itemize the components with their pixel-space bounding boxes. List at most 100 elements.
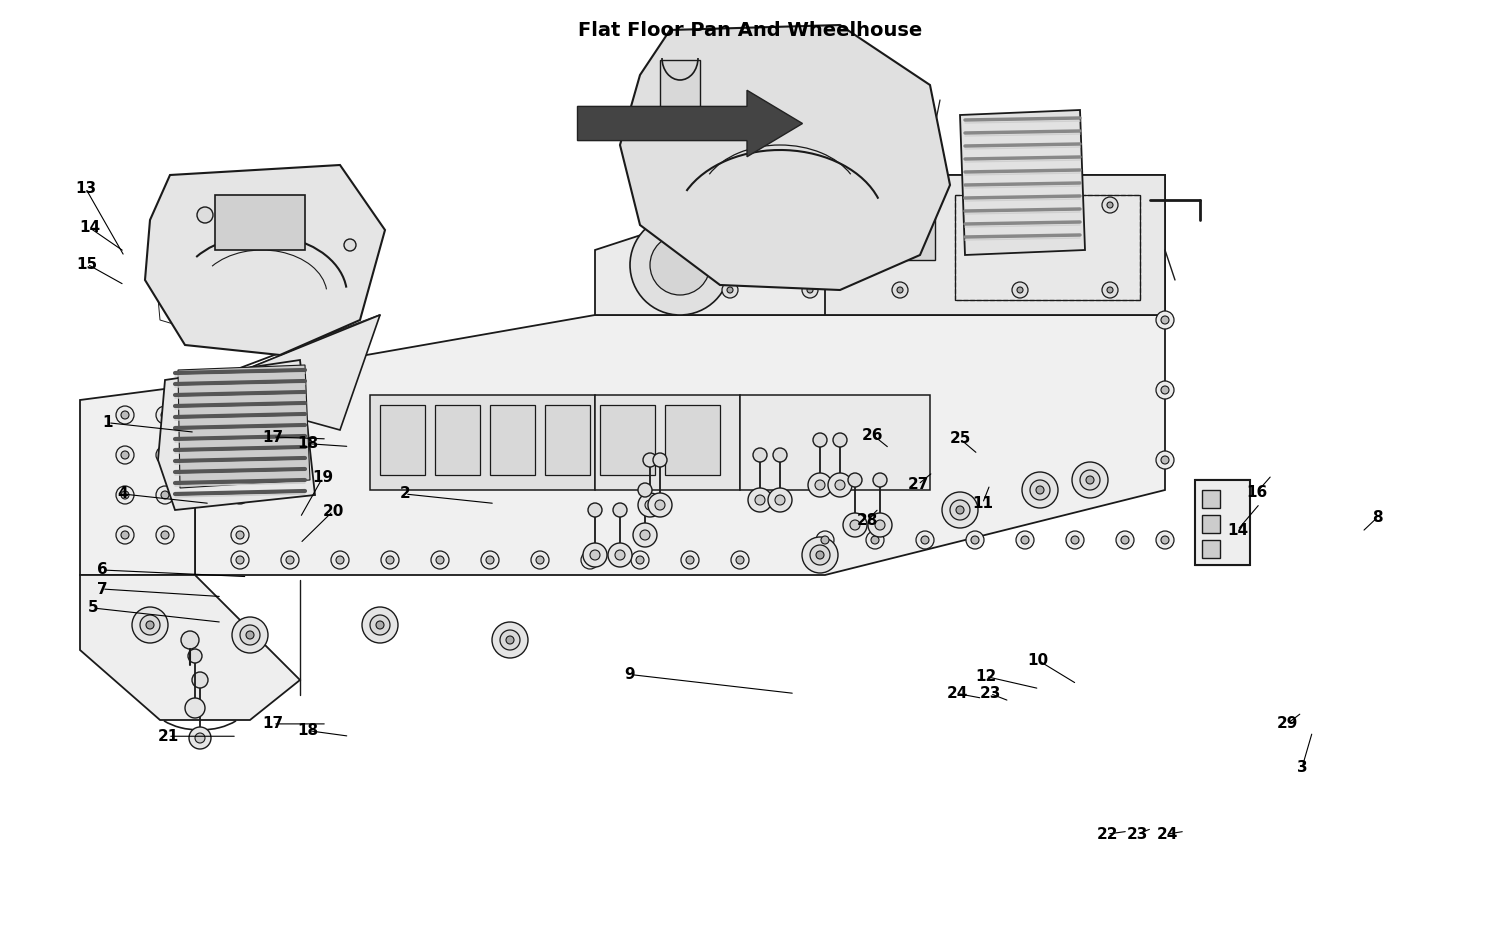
Circle shape xyxy=(686,556,694,564)
Text: 17: 17 xyxy=(262,429,284,445)
Text: 13: 13 xyxy=(75,180,96,196)
Text: 17: 17 xyxy=(262,716,284,732)
Text: 28: 28 xyxy=(856,513,877,528)
Text: 8: 8 xyxy=(1371,510,1383,525)
Circle shape xyxy=(836,480,844,490)
Circle shape xyxy=(815,480,825,490)
Circle shape xyxy=(231,526,249,544)
Circle shape xyxy=(122,531,129,539)
Circle shape xyxy=(482,551,500,569)
Text: 20: 20 xyxy=(322,504,344,519)
Circle shape xyxy=(768,488,792,512)
Circle shape xyxy=(730,551,748,569)
Circle shape xyxy=(833,433,848,447)
Text: 19: 19 xyxy=(312,470,333,485)
Text: 25: 25 xyxy=(950,431,970,446)
Circle shape xyxy=(956,506,964,514)
Circle shape xyxy=(648,493,672,517)
Polygon shape xyxy=(596,395,740,490)
Circle shape xyxy=(865,531,883,549)
Circle shape xyxy=(132,607,168,643)
Circle shape xyxy=(640,530,650,540)
Circle shape xyxy=(588,503,602,517)
Polygon shape xyxy=(596,175,1166,315)
Circle shape xyxy=(1080,470,1100,490)
Circle shape xyxy=(1086,476,1094,484)
Circle shape xyxy=(843,513,867,537)
Circle shape xyxy=(916,531,934,549)
Text: 2: 2 xyxy=(399,486,411,502)
Circle shape xyxy=(188,649,202,663)
Circle shape xyxy=(1161,316,1168,324)
Circle shape xyxy=(376,621,384,629)
Text: 3: 3 xyxy=(1296,760,1308,775)
Circle shape xyxy=(736,556,744,564)
Circle shape xyxy=(807,287,813,293)
Bar xyxy=(660,60,700,115)
Circle shape xyxy=(633,523,657,547)
Circle shape xyxy=(1107,202,1113,208)
Circle shape xyxy=(892,282,908,298)
Bar xyxy=(380,405,424,475)
Circle shape xyxy=(156,406,174,424)
Circle shape xyxy=(189,727,211,749)
Circle shape xyxy=(644,453,657,467)
Circle shape xyxy=(1116,531,1134,549)
Circle shape xyxy=(386,556,394,564)
Circle shape xyxy=(362,607,398,643)
Polygon shape xyxy=(825,175,1166,315)
Text: 14: 14 xyxy=(1227,522,1248,538)
Polygon shape xyxy=(158,360,315,510)
Polygon shape xyxy=(578,90,802,157)
Circle shape xyxy=(160,451,170,459)
Text: 23: 23 xyxy=(980,686,1000,701)
Circle shape xyxy=(536,556,544,564)
Bar xyxy=(214,195,304,250)
Text: 24: 24 xyxy=(946,686,968,701)
Circle shape xyxy=(1161,386,1168,394)
Text: 11: 11 xyxy=(972,496,993,511)
Bar xyxy=(435,405,480,475)
Circle shape xyxy=(370,615,390,635)
Text: 21: 21 xyxy=(158,729,178,744)
Polygon shape xyxy=(370,395,596,490)
Bar xyxy=(956,195,1140,300)
Circle shape xyxy=(871,536,879,544)
Circle shape xyxy=(231,406,249,424)
Circle shape xyxy=(122,451,129,459)
Circle shape xyxy=(950,500,970,520)
Circle shape xyxy=(1120,536,1130,544)
Circle shape xyxy=(332,551,350,569)
Circle shape xyxy=(754,495,765,505)
Circle shape xyxy=(802,282,818,298)
Circle shape xyxy=(722,197,738,213)
Circle shape xyxy=(1161,536,1168,544)
Circle shape xyxy=(821,536,830,544)
Circle shape xyxy=(182,631,200,649)
Polygon shape xyxy=(960,110,1084,255)
Circle shape xyxy=(192,672,208,688)
Circle shape xyxy=(1072,462,1108,498)
Circle shape xyxy=(492,622,528,658)
Circle shape xyxy=(970,536,980,544)
Circle shape xyxy=(828,473,852,497)
Circle shape xyxy=(728,202,734,208)
Circle shape xyxy=(231,446,249,464)
Circle shape xyxy=(236,531,244,539)
Circle shape xyxy=(1013,197,1028,213)
Circle shape xyxy=(897,202,903,208)
Bar xyxy=(1202,540,1219,558)
Circle shape xyxy=(942,492,978,528)
Circle shape xyxy=(1156,311,1174,329)
Circle shape xyxy=(1107,287,1113,293)
Circle shape xyxy=(1071,536,1078,544)
Circle shape xyxy=(236,491,244,499)
Polygon shape xyxy=(178,365,310,488)
Circle shape xyxy=(630,215,730,315)
Circle shape xyxy=(196,207,213,223)
Circle shape xyxy=(728,287,734,293)
Circle shape xyxy=(1156,531,1174,549)
Circle shape xyxy=(122,411,129,419)
Circle shape xyxy=(656,500,664,510)
Circle shape xyxy=(652,453,668,467)
